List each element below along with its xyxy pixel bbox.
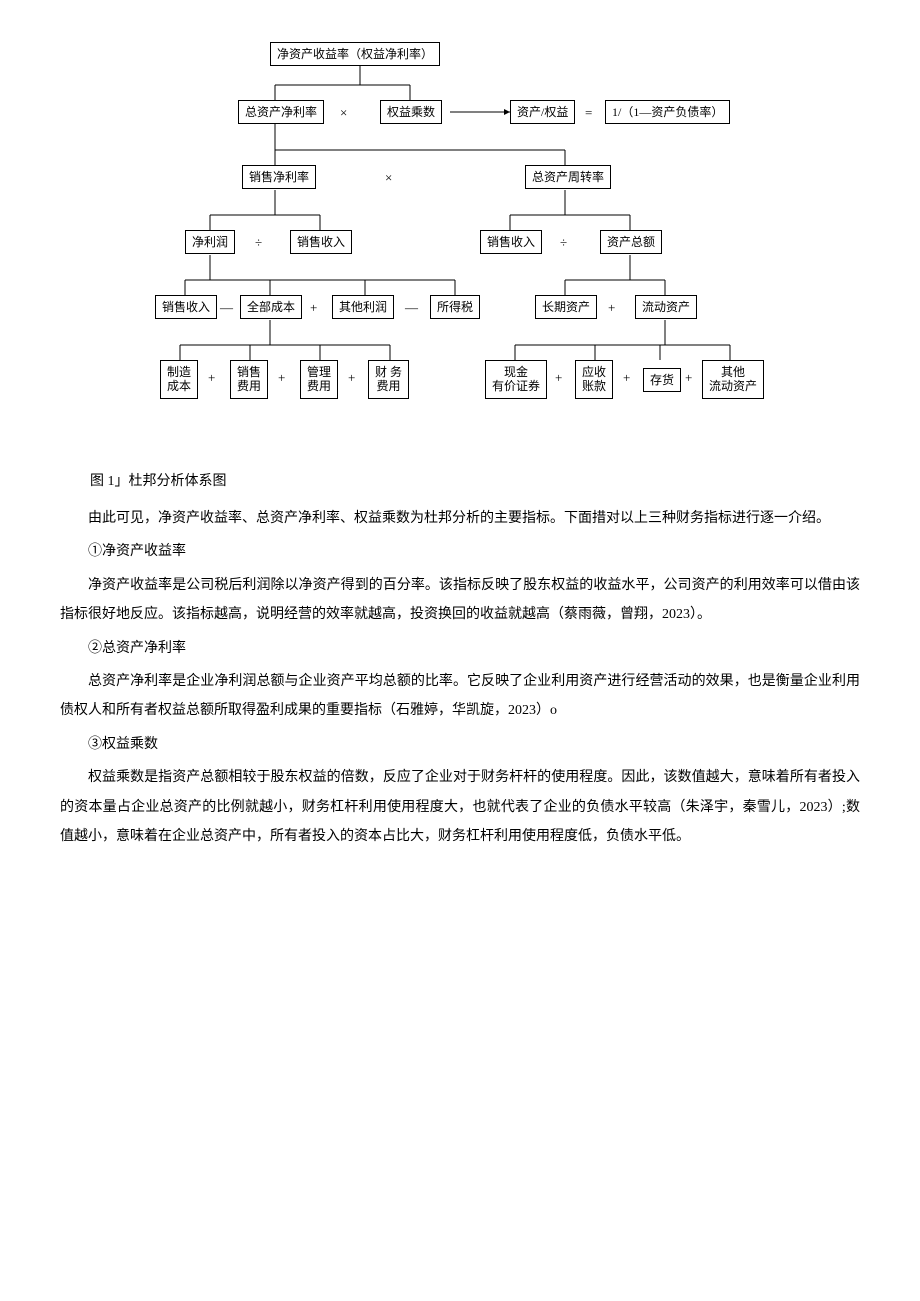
node-equity-multiplier: 权益乘数	[380, 100, 442, 124]
paragraph-roe: 净资产收益率是公司税后利润除以净资产得到的百分率。该指标反映了股东权益的收益水平…	[60, 571, 860, 630]
node-sales-profit-rate: 销售净利率	[242, 165, 316, 189]
figure-caption: 图 1」杜邦分析体系图	[90, 470, 860, 490]
op-plus-8: +	[685, 370, 692, 386]
op-plus-2: +	[608, 300, 615, 316]
subhead-3: ③权益乘数	[60, 730, 860, 759]
dupont-diagram: 净资产收益率（权益净利率） 总资产净利率 × 权益乘数 资产/权益 = 1/（1…	[160, 40, 760, 460]
op-minus-2: —	[405, 300, 418, 316]
node-total-asset-turnover: 总资产周转率	[525, 165, 611, 189]
subhead-1: ①净资产收益率	[60, 537, 860, 566]
node-root: 净资产收益率（权益净利率）	[270, 42, 440, 66]
op-plus-7: +	[623, 370, 630, 386]
node-total-cost: 全部成本	[240, 295, 302, 319]
node-current-asset: 流动资产	[635, 295, 697, 319]
node-sales-expense: 销售 费用	[230, 360, 268, 399]
node-income-tax: 所得税	[430, 295, 480, 319]
op-plus-1: +	[310, 300, 317, 316]
node-net-profit: 净利润	[185, 230, 235, 254]
op-equals: =	[585, 105, 592, 121]
op-plus-4: +	[278, 370, 285, 386]
node-cash-securities: 现金 有价证券	[485, 360, 547, 399]
node-inventory: 存货	[643, 368, 681, 392]
node-other-current-asset: 其他 流动资产	[702, 360, 764, 399]
paragraph-intro: 由此可见，净资产收益率、总资产净利率、权益乘数为杜邦分析的主要指标。下面措对以上…	[60, 504, 860, 533]
node-sales-revenue-2: 销售收入	[480, 230, 542, 254]
node-long-term-asset: 长期资产	[535, 295, 597, 319]
node-mfg-cost: 制造 成本	[160, 360, 198, 399]
op-multiply-2: ×	[385, 170, 392, 186]
node-other-profit: 其他利润	[332, 295, 394, 319]
node-receivables: 应收 账款	[575, 360, 613, 399]
op-plus-6: +	[555, 370, 562, 386]
subhead-2: ②总资产净利率	[60, 634, 860, 663]
op-plus-3: +	[208, 370, 215, 386]
paragraph-em: 权益乘数是指资产总额相较于股东权益的倍数，反应了企业对于财务杆杆的使用程度。因此…	[60, 763, 860, 851]
paragraph-roa: 总资产净利率是企业净利润总额与企业资产平均总额的比率。它反映了企业利用资产进行经…	[60, 667, 860, 726]
op-plus-5: +	[348, 370, 355, 386]
op-multiply-1: ×	[340, 105, 347, 121]
node-admin-expense: 管理 费用	[300, 360, 338, 399]
node-total-assets: 资产总额	[600, 230, 662, 254]
node-sales-revenue-1: 销售收入	[290, 230, 352, 254]
node-asset-equity: 资产/权益	[510, 100, 575, 124]
node-total-asset-profit-rate: 总资产净利率	[238, 100, 324, 124]
op-minus-1: —	[220, 300, 233, 316]
node-sales-revenue-3: 销售收入	[155, 295, 217, 319]
op-divide-2: ÷	[560, 235, 567, 251]
node-finance-expense: 财 务 费用	[368, 360, 409, 399]
node-debt-ratio-formula: 1/（1—资产负债率）	[605, 100, 730, 124]
op-divide-1: ÷	[255, 235, 262, 251]
